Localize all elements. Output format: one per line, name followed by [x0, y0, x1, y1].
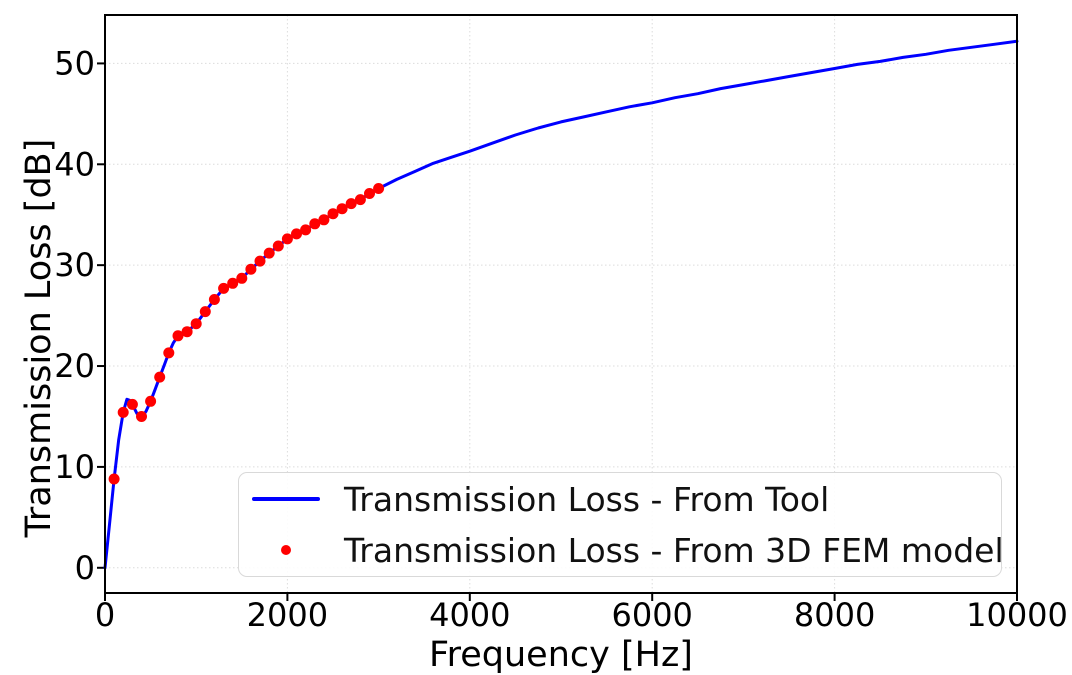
x-tick-label: 8000: [794, 596, 875, 634]
data-point: [227, 277, 239, 289]
x-axis-label: Frequency [Hz]: [429, 635, 693, 675]
data-point: [126, 398, 138, 410]
y-axis-label: Transmission Loss [dB]: [19, 139, 59, 539]
data-point: [327, 208, 339, 220]
legend-label-tool: Transmission Loss - From Tool: [344, 479, 830, 519]
data-point: [117, 406, 129, 418]
legend-label-fem: Transmission Loss - From 3D FEM model: [344, 530, 1004, 570]
x-tick-label: 0: [95, 596, 115, 634]
data-point: [364, 188, 375, 199]
data-point: [145, 395, 157, 407]
data-point: [208, 294, 220, 305]
data-point: [199, 306, 211, 318]
data-point: [245, 263, 257, 275]
y-tick-label: 30: [54, 246, 95, 284]
data-point: [154, 371, 166, 383]
tick-labels: 0 2000 4000 6000 8000 10000 0 10 20 30 40 50: [54, 44, 1068, 634]
data-point: [172, 330, 184, 342]
data-series: [103, 39, 1019, 570]
data-point: [300, 224, 312, 236]
data-point: [345, 198, 357, 210]
y-tick-label: 20: [54, 347, 95, 385]
data-point: [218, 282, 230, 294]
y-tick-label: 40: [54, 145, 95, 183]
data-point: [263, 247, 275, 259]
data-point: [373, 183, 385, 194]
data-point: [336, 203, 348, 215]
y-tick-label: 50: [54, 44, 95, 82]
legend-dot-swatch: [252, 545, 320, 555]
data-point: [281, 233, 293, 245]
data-point: [291, 228, 302, 240]
x-tick-label: 2000: [247, 596, 328, 634]
y-tick-label: 0: [75, 549, 95, 587]
data-point: [272, 240, 284, 252]
legend-line-swatch: [252, 497, 320, 501]
data-point: [309, 218, 321, 230]
blue-line-icon: [252, 497, 320, 501]
data-point: [181, 326, 193, 338]
data-point: [136, 411, 147, 422]
axis-ticks: [97, 62, 1018, 601]
data-point: [190, 318, 202, 330]
legend-item-tool: Transmission Loss - From Tool: [239, 474, 1001, 524]
y-tick-label: 10: [54, 448, 95, 486]
data-point: [163, 347, 175, 359]
legend-item-fem: Transmission Loss - From 3D FEM model: [239, 525, 1004, 575]
data-point: [354, 194, 366, 206]
data-point: [254, 255, 266, 267]
x-tick-label: 4000: [429, 596, 510, 634]
red-dot-icon: [281, 545, 291, 555]
data-point: [236, 272, 248, 284]
data-point: [108, 473, 120, 485]
x-tick-label: 10000: [966, 596, 1068, 634]
legend: Transmission Loss - From Tool Transmissi…: [238, 472, 1004, 577]
plot-border: [104, 14, 1018, 594]
x-tick-label: 6000: [611, 596, 692, 634]
data-point: [318, 214, 330, 226]
